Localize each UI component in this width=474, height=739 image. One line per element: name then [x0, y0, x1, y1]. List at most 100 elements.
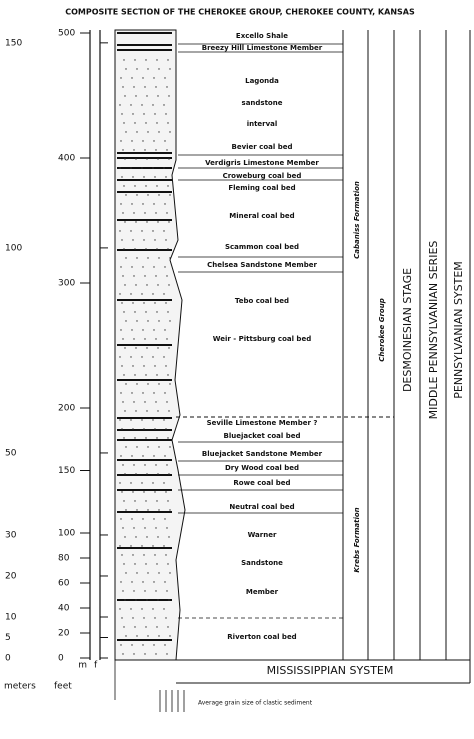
- feet-tick-label: 40: [58, 604, 70, 614]
- grain: [166, 401, 168, 403]
- grain: [142, 392, 144, 394]
- grain: [130, 419, 132, 421]
- grain: [131, 644, 133, 646]
- grain: [125, 446, 127, 448]
- grain: [169, 68, 171, 70]
- grain: [142, 644, 144, 646]
- grain: [123, 185, 125, 187]
- grain: [136, 635, 138, 637]
- grain: [135, 536, 137, 538]
- grain: [132, 554, 134, 556]
- grain: [166, 338, 168, 340]
- unit-label: Bevier coal bed: [232, 143, 293, 151]
- unit-label: Sandstone: [241, 559, 283, 567]
- grain: [155, 338, 157, 340]
- grain: [119, 545, 121, 547]
- feet-tick-label: 200: [58, 404, 75, 414]
- grain: [163, 608, 165, 610]
- grain: [165, 302, 167, 304]
- unit-label: Riverton coal bed: [227, 633, 296, 641]
- grain: [154, 617, 156, 619]
- grain: [131, 77, 133, 79]
- grain: [122, 653, 124, 655]
- grain: [168, 536, 170, 538]
- grain: [123, 122, 125, 124]
- grain: [168, 410, 170, 412]
- grain: [144, 464, 146, 466]
- grain: [165, 365, 167, 367]
- grain-size-caption: Average grain size of clastic sediment: [198, 700, 313, 707]
- grain: [135, 284, 137, 286]
- meters-tick-label: 100: [5, 243, 22, 253]
- grain: [141, 419, 143, 421]
- grain: [119, 482, 121, 484]
- grain: [169, 320, 171, 322]
- grain: [163, 419, 165, 421]
- grain: [133, 275, 135, 277]
- grain: [165, 428, 167, 430]
- grain: [167, 311, 169, 313]
- grain: [164, 518, 166, 520]
- unit-label: Tebo coal bed: [235, 297, 289, 305]
- grain: [133, 86, 135, 88]
- grain: [167, 248, 169, 250]
- grain: [152, 482, 154, 484]
- grain: [152, 545, 154, 547]
- grain: [156, 500, 158, 502]
- unit-label: Bluejacket Sandstone Member: [202, 450, 323, 458]
- grain: [142, 518, 144, 520]
- grain: [168, 347, 170, 349]
- feet-tick-label: 0: [58, 654, 64, 664]
- grain: [155, 590, 157, 592]
- grain: [134, 374, 136, 376]
- grain: [131, 266, 133, 268]
- grain: [158, 383, 160, 385]
- grain: [134, 563, 136, 565]
- grain: [122, 527, 124, 529]
- grain: [154, 176, 156, 178]
- grain: [166, 527, 168, 529]
- grain: [134, 122, 136, 124]
- grain: [120, 392, 122, 394]
- grain: [165, 176, 167, 178]
- grain: [164, 329, 166, 331]
- grain: [158, 257, 160, 259]
- grain: [168, 221, 170, 223]
- base-label: MISSISSIPPIAN SYSTEM: [267, 664, 394, 677]
- grain: [135, 473, 137, 475]
- grain: [134, 185, 136, 187]
- grain: [145, 563, 147, 565]
- grain: [143, 428, 145, 430]
- grain: [169, 131, 171, 133]
- grain: [121, 617, 123, 619]
- grain: [147, 131, 149, 133]
- grain: [119, 230, 121, 232]
- grain: [147, 320, 149, 322]
- grain: [131, 581, 133, 583]
- grain: [154, 428, 156, 430]
- feet-tick-label: 150: [58, 466, 75, 476]
- grain: [158, 68, 160, 70]
- grain: [135, 599, 137, 601]
- grain: [125, 194, 127, 196]
- grain: [146, 410, 148, 412]
- grain: [155, 86, 157, 88]
- grain: [147, 635, 149, 637]
- grain: [123, 374, 125, 376]
- grain: [125, 572, 127, 574]
- grain: [155, 275, 157, 277]
- grain: [120, 518, 122, 520]
- grain: [144, 401, 146, 403]
- grain: [119, 356, 121, 358]
- stage-label: DESMOINESIAN STAGE: [401, 268, 414, 392]
- grain: [147, 257, 149, 259]
- grain: [130, 608, 132, 610]
- title: COMPOSITE SECTION OF THE CHEROKEE GROUP,…: [65, 8, 415, 17]
- grain: [152, 356, 154, 358]
- grain: [134, 59, 136, 61]
- grain: [130, 293, 132, 295]
- unit-label: Rowe coal bed: [233, 479, 290, 487]
- grain: [145, 248, 147, 250]
- grain: [164, 266, 166, 268]
